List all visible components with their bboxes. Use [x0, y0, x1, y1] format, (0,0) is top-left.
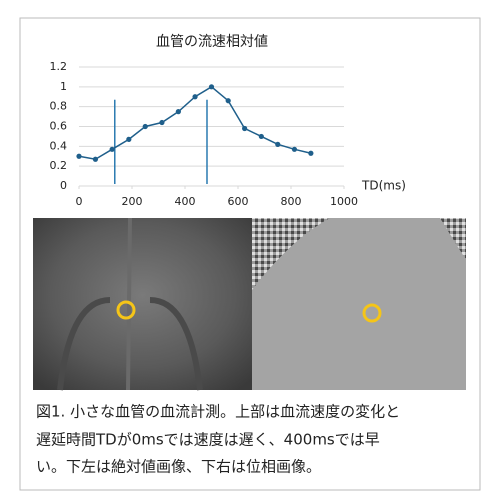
- data-point: [226, 98, 231, 103]
- caption-line: 図1. 小さな血管の血流計測。上部は血流速度の変化と: [36, 403, 400, 421]
- data-point: [259, 134, 264, 139]
- data-point: [93, 157, 98, 162]
- y-tick-label: 0.2: [50, 159, 68, 172]
- data-point: [76, 154, 81, 159]
- y-tick-label: 1.2: [50, 60, 68, 73]
- data-point: [159, 120, 164, 125]
- x-tick-label: 0: [76, 195, 83, 208]
- x-tick-label: 1000: [330, 195, 358, 208]
- data-point: [308, 151, 313, 156]
- chart-title: 血管の流速相対値: [156, 34, 268, 50]
- figure: 血管の流速相対値 TD(ms) 図1. 小さな血管の血流計測。上部は血流速度の変…: [0, 0, 501, 501]
- x-tick-label: 600: [228, 195, 249, 208]
- x-tick-label: 800: [281, 195, 302, 208]
- data-point: [192, 94, 197, 99]
- data-point: [292, 147, 297, 152]
- y-tick-label: 0.6: [50, 120, 68, 133]
- y-tick-label: 0: [60, 179, 67, 192]
- data-point: [242, 126, 247, 131]
- data-point: [126, 137, 131, 142]
- x-axis-label: TD(ms): [361, 179, 406, 193]
- data-point: [275, 142, 280, 147]
- y-tick-label: 1: [60, 80, 67, 93]
- data-point: [209, 84, 214, 89]
- caption-line: 遅延時間TDが0msでは速度は遅く、400msでは早: [36, 431, 380, 449]
- data-point: [110, 147, 115, 152]
- data-point: [176, 109, 181, 114]
- x-tick-label: 400: [175, 195, 196, 208]
- image-panels: [33, 218, 466, 390]
- x-tick-label: 200: [122, 195, 143, 208]
- y-tick-label: 0.4: [50, 139, 68, 152]
- caption-line: い。下左は絶対値画像、下右は位相画像。: [36, 458, 321, 476]
- y-tick-label: 0.8: [50, 100, 68, 113]
- data-point: [143, 124, 148, 129]
